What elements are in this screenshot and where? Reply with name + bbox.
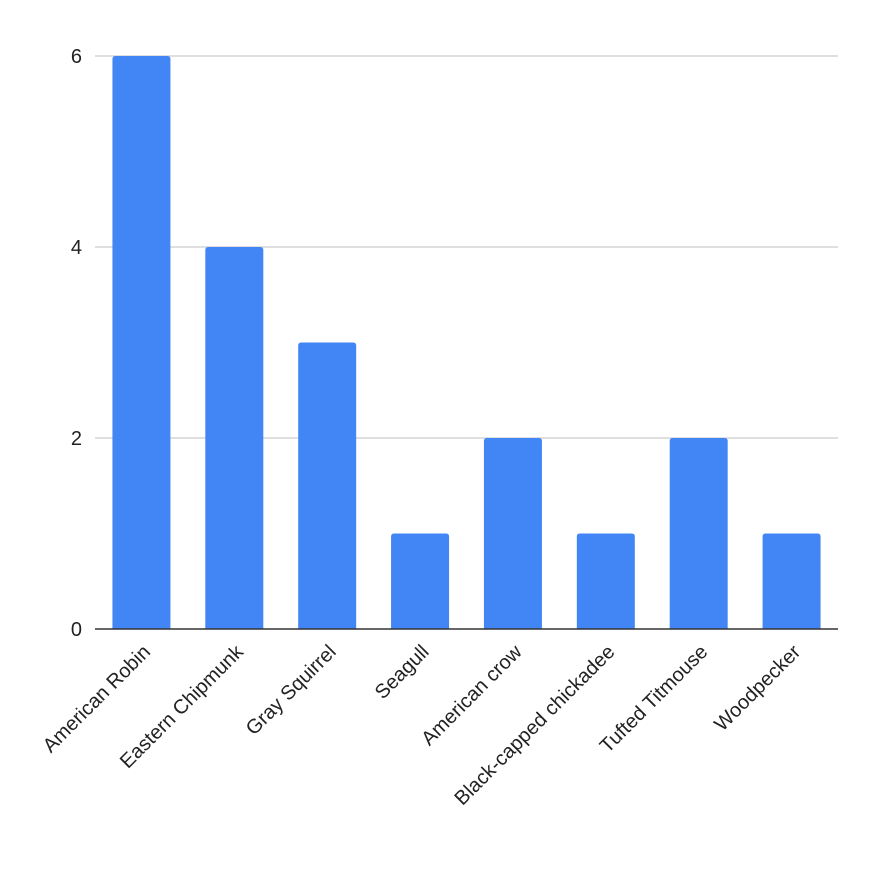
bar-woodpecker	[762, 533, 821, 629]
x-tick-label: Black-capped chickadee	[450, 641, 619, 810]
y-axis-ticks: 0 2 4 6	[71, 46, 82, 641]
y-tick-label: 2	[71, 428, 82, 450]
bar-seagull	[391, 533, 450, 629]
bar-tufted-titmouse	[669, 438, 728, 629]
bar-eastern-chipmunk	[205, 247, 264, 629]
y-tick-label: 6	[71, 46, 82, 68]
x-tick-label: Gray Squirrel	[242, 641, 341, 740]
bar-gray-squirrel	[298, 342, 357, 629]
y-tick-label: 4	[71, 237, 82, 259]
x-tick-label: Seagull	[371, 641, 434, 704]
bar-black-capped-chickadee	[576, 533, 635, 629]
bars	[112, 56, 821, 629]
y-tick-label: 0	[71, 619, 82, 641]
bar-american-crow	[483, 438, 542, 629]
x-tick-label: Woodpecker	[710, 641, 805, 736]
bar-american-robin	[112, 56, 171, 629]
